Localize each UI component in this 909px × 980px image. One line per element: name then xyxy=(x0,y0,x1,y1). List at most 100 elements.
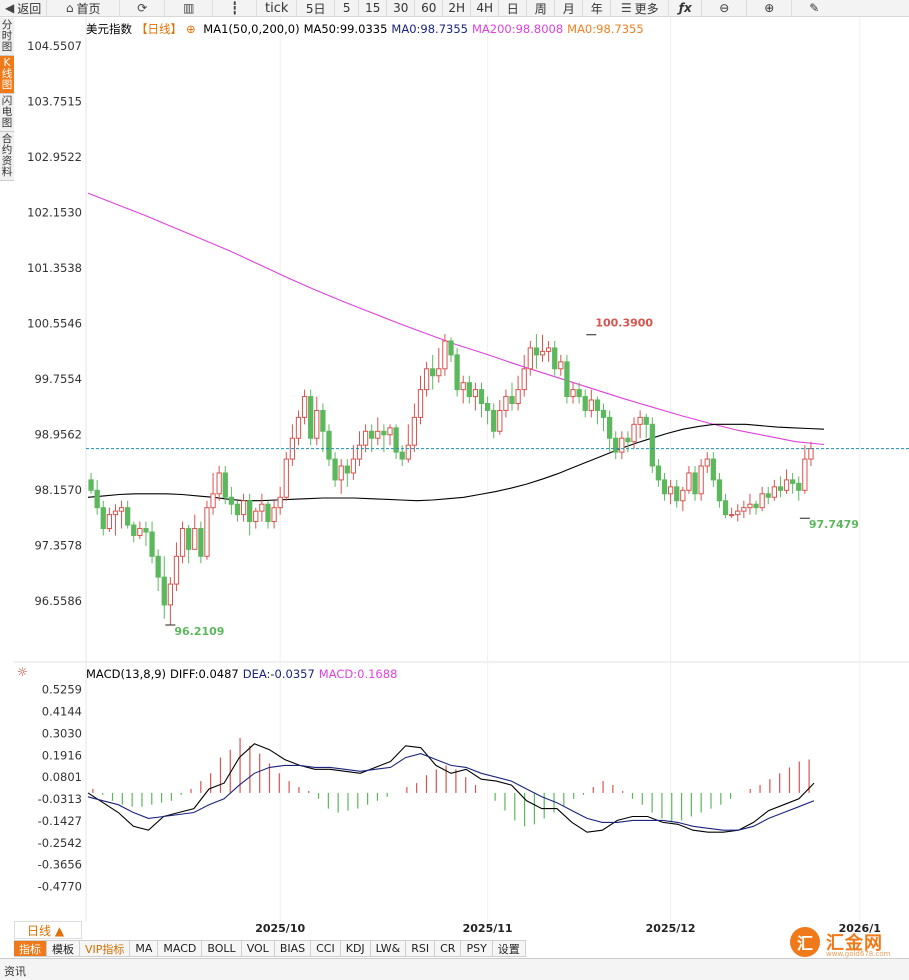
fx-icon: ƒx xyxy=(678,1,692,15)
period-60-button[interactable]: 60 xyxy=(415,0,444,17)
candle-body xyxy=(472,389,479,398)
tick-button[interactable]: tick xyxy=(257,0,298,17)
back-button[interactable]: ◀ 返回 xyxy=(0,0,48,17)
candle-body xyxy=(362,430,369,446)
period-5-button[interactable]: 5 xyxy=(335,0,360,17)
indicator-tab-12[interactable]: CR xyxy=(435,940,462,957)
candle-body xyxy=(478,389,485,405)
period-15-button[interactable]: 15 xyxy=(359,0,388,17)
period-年-button[interactable]: 年 xyxy=(583,0,612,17)
candle-body xyxy=(253,510,259,523)
candle-body xyxy=(411,416,418,446)
candle-body xyxy=(552,347,558,370)
indicator-tab-8[interactable]: CCI xyxy=(311,940,341,957)
indicator-tab-11[interactable]: RSI xyxy=(406,940,436,957)
candle-body xyxy=(655,465,662,481)
side-tab-0[interactable]: 分时图 xyxy=(0,18,14,56)
formula-button[interactable]: ƒx xyxy=(669,0,703,17)
macd-tick-label: 0.3030 xyxy=(42,726,82,740)
candle-body xyxy=(204,507,210,557)
candle-body xyxy=(417,389,424,418)
dea-line xyxy=(87,753,815,831)
candle-body xyxy=(247,500,253,523)
candle-body xyxy=(515,389,521,405)
macd-name[interactable]: MACD(13,8,9) xyxy=(86,667,167,681)
candle-body xyxy=(423,368,430,391)
candle-body xyxy=(606,416,613,439)
indicator-tab-6[interactable]: VOL xyxy=(241,940,275,957)
candle-type-button[interactable]: ┇ xyxy=(213,0,258,17)
candle-body xyxy=(692,472,698,495)
indicator-tab-9[interactable]: KDJ xyxy=(340,940,371,957)
period-2H-button[interactable]: 2H xyxy=(443,0,472,17)
refresh-button[interactable]: ⟳ xyxy=(120,0,166,17)
draw-tool-button[interactable]: ✎ xyxy=(792,0,836,17)
candle-body xyxy=(277,496,283,509)
period-30-button[interactable]: 30 xyxy=(387,0,416,17)
candle-body xyxy=(301,396,308,418)
news-tab[interactable]: 资讯 xyxy=(4,965,26,978)
candle-body xyxy=(619,437,625,453)
price-tick-label: 96.5586 xyxy=(34,594,82,608)
side-tab-2[interactable]: 闪电图 xyxy=(0,94,14,132)
indicator-tab-14[interactable]: 设置 xyxy=(492,940,526,957)
candle-body xyxy=(320,409,326,432)
candle-body xyxy=(344,465,350,474)
candle-body xyxy=(173,555,180,585)
candle-body xyxy=(295,416,302,439)
zoom-out-button[interactable]: ⊖ xyxy=(702,0,748,17)
indicator-tabs: 指标 模板 VIP指标 MA MACD BOLL VOL BIAS CCI KDJ LW& RSI CR… xyxy=(14,940,526,957)
period-selector[interactable]: 日线 ▲ xyxy=(14,921,82,939)
candle-body xyxy=(716,479,723,502)
candle-body xyxy=(521,368,527,391)
candle-body xyxy=(125,507,131,526)
period-月-button[interactable]: 月 xyxy=(555,0,584,17)
side-tab-3[interactable]: 合约资料 xyxy=(0,132,14,181)
indicator-tab-1[interactable]: 模板 xyxy=(47,940,80,957)
indicator-tab-0[interactable]: 指标 xyxy=(14,940,47,957)
candle-body xyxy=(448,340,454,356)
indicator-tab-10[interactable]: LW& xyxy=(370,940,407,957)
home-button[interactable]: ⌂ 首页 xyxy=(47,0,121,17)
zoom-in-button[interactable]: ⊕ xyxy=(747,0,793,17)
candle-body xyxy=(790,479,796,484)
ma-indicator-label[interactable]: MA1(50,0,200,0) xyxy=(203,22,300,36)
indicator-tab-13[interactable]: PSY xyxy=(461,940,493,957)
indicator-tab-3[interactable]: MA xyxy=(130,940,159,957)
candle-body xyxy=(649,423,655,467)
candle-body xyxy=(436,368,442,377)
period-4H-button[interactable]: 4H xyxy=(471,0,500,17)
chart-type-button[interactable]: ▥ xyxy=(165,0,214,17)
period-日-button[interactable]: 日 xyxy=(499,0,528,17)
candle-body xyxy=(741,507,747,512)
candle-body xyxy=(338,465,344,481)
indicator-tab-7[interactable]: BIAS xyxy=(274,940,312,957)
chart-area: 104.5507 103.7515 102.9522 102.1530 101.3538… xyxy=(14,17,909,939)
candle-body xyxy=(167,583,173,606)
candle-body xyxy=(283,458,289,498)
period-label[interactable]: 【日线】 xyxy=(136,22,182,36)
candle-body xyxy=(674,486,680,502)
indicator-tab-4[interactable]: MACD xyxy=(158,940,203,957)
candle-body xyxy=(454,354,460,391)
candle-body xyxy=(802,458,808,491)
refresh-icon: ⟳ xyxy=(137,1,148,15)
sun-icon[interactable]: ☼ xyxy=(17,665,28,679)
candle-body xyxy=(600,409,607,418)
candle-body xyxy=(179,528,186,557)
settings-icon[interactable]: ⊕ xyxy=(186,22,196,36)
indicator-tab-2[interactable]: VIP指标 xyxy=(80,940,131,957)
candle-body xyxy=(533,347,540,356)
period-周-button[interactable]: 周 xyxy=(527,0,556,17)
more-button[interactable]: ☰ 更多 xyxy=(611,0,670,17)
candle-body xyxy=(558,361,564,370)
indicator-tab-5[interactable]: BOLL xyxy=(202,940,242,957)
candle-body xyxy=(94,489,100,509)
macd-tick-label: -0.0313 xyxy=(38,792,82,806)
chart-canvas[interactable]: 104.5507 103.7515 102.9522 102.1530 101.3538… xyxy=(14,17,909,939)
candle-body xyxy=(106,514,112,530)
ma200-value: MA200:98.8008 xyxy=(471,22,564,36)
5day-button[interactable]: 5日 xyxy=(297,0,336,17)
